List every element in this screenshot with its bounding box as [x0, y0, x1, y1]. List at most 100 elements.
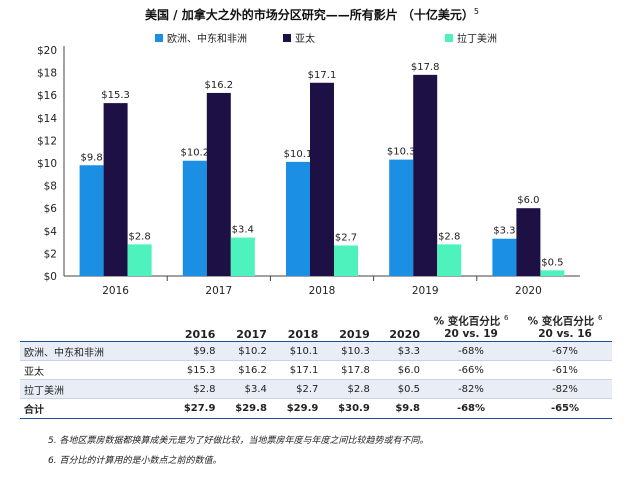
y-tick-label: $20 — [37, 45, 57, 57]
total-value: $30.9 — [322, 398, 374, 419]
y-tick-label: $16 — [37, 90, 57, 102]
table-row: 亚太 $15.3 $16.2 $17.1 $17.8 $6.0 -66% -61… — [20, 360, 612, 380]
data-label: $17.1 — [308, 70, 337, 81]
cell-value: $9.8 — [168, 341, 220, 361]
y-tick-label: $10 — [37, 158, 57, 170]
data-label: $16.2 — [204, 80, 233, 91]
header-year: 2017 — [219, 309, 271, 342]
bar — [334, 245, 358, 276]
bar — [310, 82, 334, 276]
header-year: 2016 — [168, 309, 220, 342]
cell-pct: -82% — [518, 379, 612, 399]
data-label: $2.8 — [438, 231, 460, 242]
summary-table-container: 2016 2017 2018 2019 2020 % 变化百分比 6 20 vs.… — [20, 309, 612, 419]
y-tick-label: $8 — [44, 181, 57, 193]
x-tick-label: 2016 — [102, 285, 129, 297]
x-tick-label: 2020 — [515, 285, 542, 297]
table-header-row: 2016 2017 2018 2019 2020 % 变化百分比 6 20 vs.… — [20, 309, 612, 342]
bar — [437, 244, 462, 276]
data-label: $2.8 — [128, 231, 150, 242]
footnotes: 5. 各地区票房数据都换算成美元是为了好做比较，当地票房年度与年度之间比较趋势或… — [48, 434, 428, 474]
header-blank — [20, 309, 168, 342]
data-label: $10.3 — [387, 147, 416, 158]
data-label: $17.8 — [411, 62, 440, 73]
bar — [127, 244, 152, 276]
cell-value: $10.1 — [270, 341, 323, 361]
bar — [103, 103, 128, 276]
y-tick-label: $18 — [37, 68, 57, 80]
cell-value: $2.7 — [270, 379, 323, 399]
chart-title: 美国 / 加拿大之外的市场分区研究——所有影片 （十亿美元）5 — [144, 7, 479, 22]
cell-value: $6.0 — [373, 360, 424, 380]
y-tick-label: $2 — [44, 248, 57, 260]
legend-label: 拉丁美洲 — [457, 32, 497, 45]
table-total-row: 合计 $27.9 $29.8 $29.9 $30.9 $9.8 -68% -65… — [20, 398, 612, 419]
total-value: $27.9 — [168, 398, 220, 419]
x-tick-label: 2019 — [412, 285, 439, 297]
data-label: $2.7 — [335, 232, 357, 243]
data-label: $15.3 — [101, 90, 130, 101]
bar — [206, 92, 231, 276]
bar — [79, 165, 104, 276]
cell-value: $17.1 — [270, 360, 323, 380]
y-tick-label: $14 — [37, 113, 57, 125]
cell-pct: -61% — [518, 360, 612, 380]
total-value: $29.9 — [270, 398, 323, 419]
cell-value: $16.2 — [219, 360, 271, 380]
cell-value: $0.5 — [373, 379, 424, 399]
y-tick-label: $6 — [44, 203, 58, 215]
data-label: $3.3 — [493, 226, 515, 237]
footnote: 6. 百分比的计算用的是小数点之前的数值。 — [48, 456, 222, 466]
cell-value: $17.8 — [322, 360, 374, 380]
bar — [516, 208, 541, 276]
header-pct-change-20-vs-19: % 变化百分比 6 20 vs. 19 — [424, 309, 518, 342]
cell-value: $3.3 — [373, 341, 424, 361]
header-year: 2018 — [270, 309, 323, 342]
y-tick-label: $0 — [44, 271, 57, 283]
row-label: 亚太 — [20, 360, 168, 380]
cell-value: $3.4 — [219, 379, 271, 399]
bar — [540, 270, 565, 276]
total-pct: -65% — [518, 398, 612, 419]
data-label: $6.0 — [517, 195, 539, 206]
row-label: 欧洲、中东和非洲 — [20, 341, 168, 361]
total-value: $29.8 — [219, 398, 271, 419]
legend-label: 欧洲、中东和非洲 — [167, 32, 247, 45]
cell-value: $2.8 — [168, 379, 220, 399]
header-year: 2020 — [373, 309, 424, 342]
cell-pct: -67% — [518, 341, 612, 361]
total-pct: -68% — [424, 398, 518, 419]
legend-swatch — [283, 34, 291, 42]
data-label: $0.5 — [541, 257, 563, 268]
data-label: $3.4 — [232, 225, 254, 236]
table-row: 欧洲、中东和非洲 $9.8 $10.2 $10.1 $10.3 $3.3 -68… — [20, 341, 612, 361]
x-tick-label: 2018 — [309, 285, 336, 297]
legend-label: 亚太 — [295, 32, 315, 45]
bar — [413, 74, 438, 276]
total-value: $9.8 — [373, 398, 424, 419]
x-tick-label: 2017 — [205, 285, 232, 297]
header-pct-change-20-vs-16: % 变化百分比 6 20 vs. 16 — [518, 309, 612, 342]
bar — [389, 159, 414, 276]
header-year: 2019 — [322, 309, 374, 342]
bar — [182, 160, 207, 276]
data-label: $9.8 — [80, 152, 102, 163]
cell-value: $2.8 — [322, 379, 374, 399]
y-tick-label: $12 — [37, 135, 57, 147]
row-label: 拉丁美洲 — [20, 379, 168, 399]
cell-value: $15.3 — [168, 360, 220, 380]
total-label: 合计 — [20, 398, 168, 419]
bar-chart: 欧洲、中东和非洲 亚太 拉丁美洲 $0 $2 $4 $6 $8 $10 $12 $14 $16 $18 $… — [37, 32, 580, 297]
cell-value: $10.2 — [219, 341, 271, 361]
summary-table: 2016 2017 2018 2019 2020 % 变化百分比 6 20 vs.… — [20, 309, 612, 419]
cell-pct: -66% — [424, 360, 518, 380]
cell-pct: -82% — [424, 379, 518, 399]
table-row: 拉丁美洲 $2.8 $3.4 $2.7 $2.8 $0.5 -82% -82% — [20, 379, 612, 399]
bar — [286, 161, 310, 276]
data-label: $10.1 — [284, 149, 313, 160]
y-tick-label: $4 — [44, 226, 58, 238]
bar — [492, 238, 517, 276]
footnote: 5. 各地区票房数据都换算成美元是为了好做比较，当地票房年度与年度之间比较趋势或… — [48, 436, 429, 446]
data-label: $10.2 — [180, 148, 209, 159]
legend-swatch — [155, 34, 163, 42]
